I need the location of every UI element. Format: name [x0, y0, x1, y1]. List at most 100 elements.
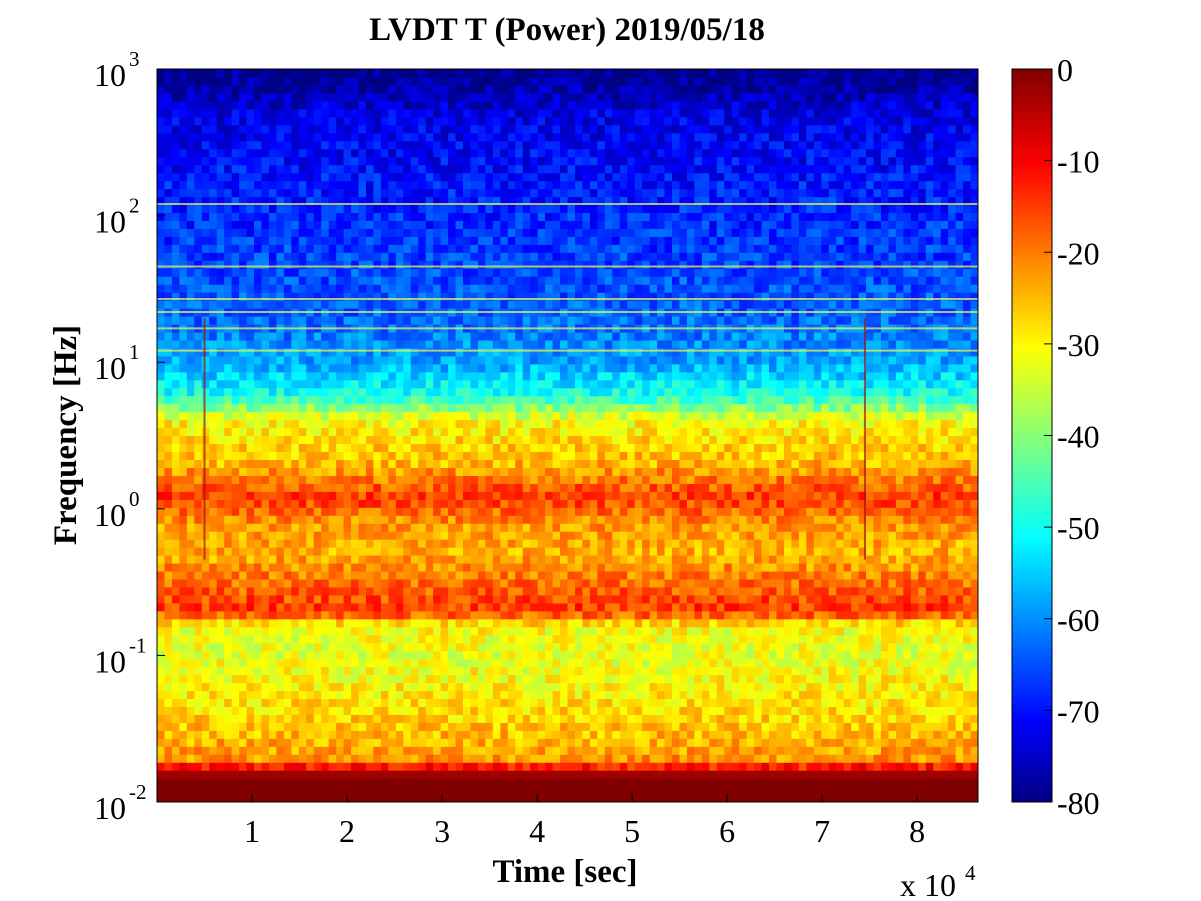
heatmap-cell	[813, 491, 822, 500]
heatmap-cell	[276, 555, 285, 564]
heatmap-cell	[522, 443, 531, 453]
heatmap-cell	[769, 778, 778, 787]
heatmap-cell	[657, 562, 666, 572]
heatmap-cell	[970, 547, 978, 556]
heatmap-cell	[313, 650, 322, 660]
heatmap-cell	[321, 539, 330, 548]
heatmap-cell	[657, 523, 666, 532]
heatmap-cell	[873, 451, 882, 460]
heatmap-cell	[880, 650, 890, 660]
heatmap-cell	[963, 555, 972, 564]
heatmap-cell	[515, 562, 524, 572]
heatmap-cell	[918, 682, 927, 692]
heatmap-cell	[343, 491, 352, 500]
heatmap-cell	[365, 467, 375, 476]
heatmap-cell	[604, 475, 613, 484]
heatmap-cell	[171, 794, 180, 802]
heatmap-cell	[948, 515, 957, 524]
heatmap-cell	[754, 618, 763, 628]
heatmap-cell	[694, 451, 703, 460]
heatmap-cell	[463, 738, 472, 747]
heatmap-cell	[963, 634, 972, 644]
heatmap-cell	[440, 674, 449, 684]
heatmap-cell	[171, 531, 180, 540]
heatmap-cell	[694, 618, 703, 628]
heatmap-cell	[895, 754, 904, 763]
heatmap-cell	[231, 507, 240, 516]
heatmap-cell	[574, 786, 584, 795]
heatmap-cell	[455, 754, 464, 763]
heatmap-cell	[791, 451, 800, 460]
heatmap-cell	[388, 714, 397, 723]
heatmap-cell	[358, 754, 367, 763]
heatmap-cell	[343, 499, 352, 508]
heatmap-cell	[358, 578, 367, 588]
heatmap-cell	[880, 690, 890, 700]
heatmap-cell	[477, 746, 486, 755]
heatmap-cell	[686, 666, 695, 676]
heatmap-cell	[351, 618, 360, 628]
heatmap-cell	[179, 539, 188, 548]
heatmap-cell	[448, 674, 457, 684]
heatmap-cell	[291, 746, 300, 755]
heatmap-cell	[388, 666, 397, 676]
heatmap-cell	[395, 642, 404, 652]
heatmap-cell	[358, 634, 367, 644]
heatmap-cell	[418, 762, 427, 771]
heatmap-cell	[530, 539, 539, 548]
heatmap-cell	[201, 467, 210, 476]
heatmap-cell	[410, 722, 419, 731]
heatmap-cell	[298, 451, 307, 460]
heatmap-cell	[589, 610, 598, 620]
heatmap-cell	[403, 435, 412, 445]
heatmap-cell	[239, 714, 248, 723]
heatmap-cell	[298, 754, 307, 763]
heatmap-cell	[321, 499, 330, 508]
heatmap-cell	[492, 523, 501, 532]
heatmap-cell	[873, 499, 882, 508]
heatmap-cell	[948, 698, 957, 707]
heatmap-cell	[298, 770, 307, 779]
heatmap-cell	[276, 786, 285, 795]
heatmap-cell	[731, 786, 740, 795]
heatmap-cell	[970, 515, 978, 524]
heatmap-cell	[589, 539, 598, 548]
heatmap-cell	[522, 531, 531, 540]
heatmap-cell	[485, 658, 494, 668]
heatmap-cell	[589, 467, 598, 476]
heatmap-cell	[903, 690, 912, 700]
heatmap-cell	[179, 666, 188, 676]
heatmap-cell	[940, 531, 949, 540]
heatmap-cell	[157, 626, 166, 636]
heatmap-cell	[649, 602, 658, 612]
heatmap-cell	[880, 730, 890, 739]
heatmap-cell	[403, 602, 412, 612]
heatmap-cell	[343, 746, 352, 755]
heatmap-cell	[552, 770, 561, 779]
heatmap-cell	[933, 483, 942, 492]
heatmap-cell	[955, 443, 964, 453]
heatmap-cell	[791, 491, 800, 500]
heatmap-cell	[209, 738, 218, 747]
heatmap-cell	[321, 674, 330, 684]
heatmap-cell	[395, 539, 404, 548]
heatmap-cell	[209, 674, 218, 684]
heatmap-cell	[537, 722, 546, 731]
heatmap-cell	[500, 634, 509, 644]
heatmap-cell	[530, 690, 539, 700]
heatmap-cell	[530, 578, 539, 588]
heatmap-cell	[589, 738, 598, 747]
heatmap-cell	[246, 443, 255, 453]
heatmap-cell	[866, 539, 875, 548]
heatmap-cell	[813, 746, 822, 755]
heatmap-cell	[754, 499, 763, 508]
heatmap-cell	[186, 451, 195, 460]
heatmap-cell	[686, 642, 695, 652]
heatmap-cell	[851, 746, 860, 755]
heatmap-cell	[254, 610, 263, 620]
heatmap-cell	[731, 642, 740, 652]
heatmap-cell	[433, 539, 442, 548]
heatmap-cell	[918, 666, 927, 676]
heatmap-cell	[858, 443, 867, 453]
heatmap-cell	[567, 539, 576, 548]
